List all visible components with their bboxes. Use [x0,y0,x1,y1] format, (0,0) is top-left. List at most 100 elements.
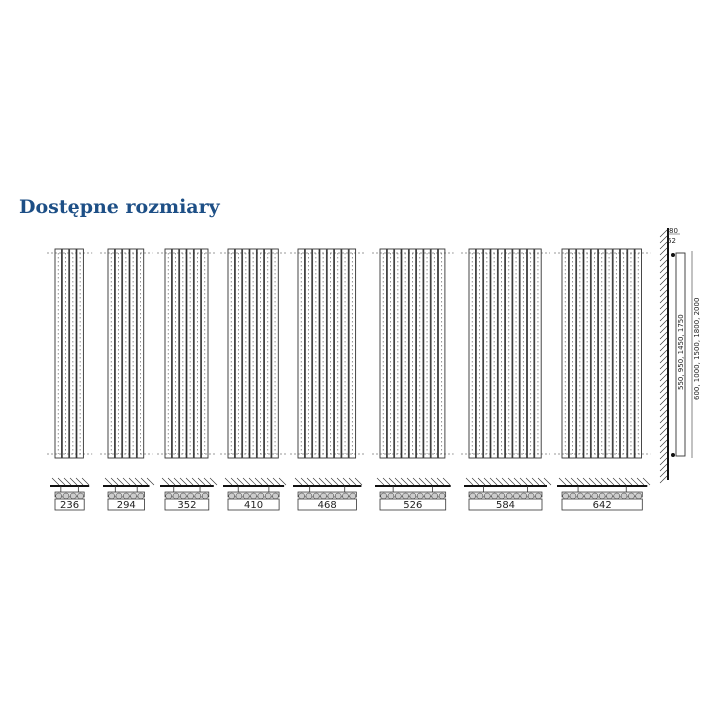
tube-section [416,492,424,500]
radiator-tube [394,248,402,459]
wall-hatch [659,241,668,250]
wall-hatch [477,477,486,486]
radiator-plan-view-352: 352 [160,477,218,511]
wall-hatch [81,477,90,486]
wall-hatch [659,331,668,340]
wall-hatch [495,477,504,486]
wall-hatch [659,295,668,304]
wall-hatch [412,477,421,486]
width-label: 294 [117,500,136,511]
wall-hatch [659,319,668,328]
wall-hatch [659,343,668,352]
wall-hatch [248,477,257,486]
wall-hatch [659,337,668,346]
tube-section [505,492,513,500]
radiator-tube [568,248,577,459]
tube-section [562,492,569,500]
wall-hatch [278,477,287,486]
radiator-tube [468,248,476,459]
wall-hatch [659,379,668,388]
tube-section [620,492,628,500]
width-label-box [379,498,447,511]
wall-hatch [659,283,668,292]
radiator-front-view-468 [290,248,365,459]
wall-hatch [582,477,591,486]
wall-hatch [659,397,668,406]
wall-hatch [659,313,668,322]
tube-section [62,492,70,500]
wall-hatch [424,477,433,486]
radiator-tube [61,248,70,459]
tube-section [409,492,417,500]
wall-hatch [294,477,303,486]
radiator-plan-body [54,491,85,498]
radiator-front-view-236 [47,248,93,459]
wall-hatch [659,475,668,484]
tube-section [305,492,313,500]
radiator-plan-view-236: 236 [50,477,90,511]
radiator-side-body [675,252,686,457]
width-label-box [468,498,543,511]
wall-hatch [525,477,534,486]
wall-hatch [400,477,409,486]
wall-hatch [430,477,439,486]
tube-section [387,492,395,500]
radiator-tube [437,248,446,459]
wall-hatch [75,477,84,486]
radiator-tube [129,248,137,459]
radiator-tube [612,248,621,459]
wall-hatch [471,477,480,486]
tube-section [123,492,130,500]
wall-hatch [69,477,78,486]
tube-section [130,492,137,500]
wall-hatch [167,477,176,486]
wall-hatch [531,477,540,486]
radiator-tube [534,248,542,459]
width-label-box [561,498,643,511]
tube-section [272,492,279,500]
wall-hatch [382,477,391,486]
radiator-tube [136,248,145,459]
wall-hatch [659,433,668,442]
radiator-tube [227,248,235,459]
radiator-plan-view-526: 526 [375,477,451,511]
wall-hatch [489,477,498,486]
wall-hatch [659,277,668,286]
tube-section [535,492,542,500]
width-label-box [227,498,280,511]
tube-section [613,492,620,500]
radiator-tube [179,248,187,459]
wall-hatch [51,477,60,486]
wall-hatch [606,477,615,486]
radiator-tube [114,248,123,459]
tube-section [498,492,506,500]
wall-hatch [224,477,233,486]
wall-hatch [659,463,668,472]
width-label: 410 [244,500,263,511]
radiator-tube [512,248,520,459]
radiator-tube [598,248,606,459]
wall-hatch [659,451,668,460]
radiator-tube [69,248,77,459]
bracket-top [671,253,675,257]
wall-hatch [260,477,269,486]
radiator-tube [430,248,439,459]
wall-hatch [348,477,357,486]
wall-hatch [146,477,155,486]
radiator-tube [561,248,569,459]
tube-section [628,492,635,500]
offset-label: 62 [667,237,676,245]
wall-hatch [642,477,651,486]
tube-section [172,492,180,500]
radiator-tube [505,248,513,459]
wall-hatch [594,477,603,486]
wall-hatch [104,477,113,486]
wall-hatch [576,477,585,486]
wall-hatch [324,477,333,486]
radiator-plan-view-468: 468 [293,477,363,511]
wall-hatch [406,477,415,486]
height-label-inner: 550, 950, 1450, 1750 [677,314,685,390]
tube-section [298,492,305,500]
wall-hatch [185,477,194,486]
